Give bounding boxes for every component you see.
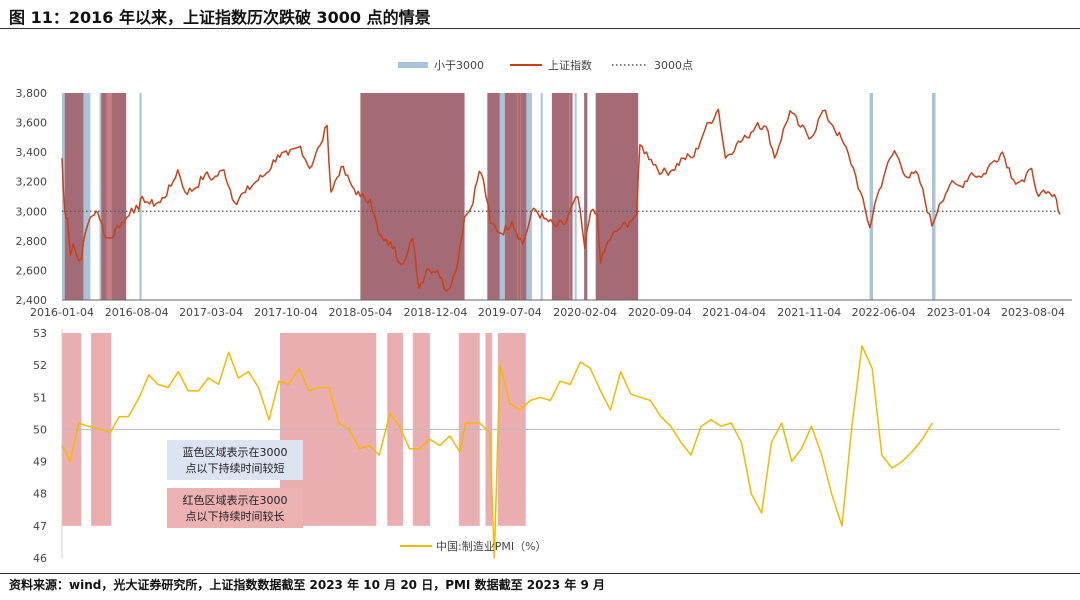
top-y-tick-7: 3,800: [16, 87, 48, 100]
bottom-y-tick-labels: 46 47 48 49 50 51 52 53: [33, 327, 47, 565]
legend-pmi-label: 中国:制造业PMI（%）: [436, 539, 547, 553]
top-y-tick-6: 3,600: [16, 117, 48, 130]
title-rule: [0, 28, 1080, 29]
top-y-tick-2: 2,800: [16, 235, 48, 248]
top-blue-band-8: [540, 93, 543, 300]
top-x-tick-11: 2022-06-04: [852, 306, 916, 319]
top-y-tick-1: 2,600: [16, 264, 48, 277]
note-blue-box: [167, 440, 303, 480]
top-red-band-1: [101, 93, 127, 300]
top-x-tick-10: 2021-11-04: [777, 306, 841, 319]
pmi-line: [61, 345, 933, 559]
note-red-line-2: 点以下持续时间较长: [186, 509, 285, 523]
bottom-y-tick-7: 53: [33, 327, 47, 340]
note-red: 红色区域表示在3000 点以下持续时间较长: [167, 488, 303, 528]
top-red-band-0: [64, 93, 84, 300]
top-blue-band-14: [869, 93, 874, 300]
top-x-tick-8: 2020-09-04: [628, 306, 692, 319]
top-y-tick-4: 3,200: [16, 176, 48, 189]
top-y-tick-labels: 2,400 2,600 2,800 3,000 3,200 3,400 3,600 3,800: [16, 87, 48, 307]
top-red-bands: [64, 93, 639, 300]
note-red-box: [167, 488, 303, 528]
top-x-tick-9: 2021-04-04: [702, 306, 766, 319]
top-x-tick-12: 2023-01-04: [927, 306, 991, 319]
bottom-y-tick-2: 48: [33, 488, 47, 501]
top-red-band-5: [551, 93, 573, 300]
top-x-tick-labels: 2016-01-04 2016-08-04 2017-03-04 2017-10-04…: [30, 306, 1065, 319]
bottom-legend: 中国:制造业PMI（%）: [400, 539, 547, 553]
top-blue-band-11: [574, 93, 577, 300]
legend-index-label: 上证指数: [548, 58, 592, 72]
top-x-tick-1: 2016-08-04: [105, 306, 169, 319]
top-red-band-4: [504, 93, 527, 300]
top-red-band-6: [584, 93, 588, 300]
top-x-tick-2: 2017-03-04: [179, 306, 243, 319]
bottom-y-tick-1: 47: [33, 520, 47, 533]
note-blue-line-1: 蓝色区域表示在3000: [183, 445, 288, 459]
bottom-y-tick-6: 52: [33, 359, 47, 372]
top-x-tick-3: 2017-10-04: [254, 306, 318, 319]
top-red-band-3: [487, 93, 500, 300]
top-blue-band-7: [521, 93, 532, 300]
note-red-line-1: 红色区域表示在3000: [183, 493, 288, 507]
top-x-tick-7: 2020-02-04: [553, 306, 617, 319]
top-x-tick-6: 2019-07-04: [478, 306, 542, 319]
top-y-tick-3: 3,000: [16, 205, 48, 218]
top-x-tick-4: 2018-05-04: [328, 306, 392, 319]
top-x-tick-0: 2016-01-04: [30, 306, 94, 319]
top-blue-band-3: [139, 93, 142, 300]
bottom-y-tick-3: 49: [33, 456, 47, 469]
bottom-y-tick-0: 46: [33, 552, 47, 565]
top-red-band-7: [595, 93, 639, 300]
shanghai-index-line: [61, 108, 1061, 292]
legend-band-label: 小于3000: [434, 59, 484, 72]
note-blue-line-2: 点以下持续时间较短: [186, 461, 285, 475]
top-red-band-2: [360, 93, 465, 300]
source-rule: [0, 573, 1080, 574]
top-y-tick-0: 2,400: [16, 294, 48, 307]
top-x-tick-13: 2023-08-04: [1001, 306, 1065, 319]
legend-band-swatch: [398, 62, 428, 68]
top-blue-band-15: [932, 93, 936, 300]
bottom-y-tick-4: 50: [33, 423, 47, 436]
source-note: 资料来源：wind，光大证券研究所，上证指数数据截至 2023 年 10 月 2…: [9, 578, 606, 592]
top-legend: 小于3000 上证指数 3000点: [398, 58, 693, 72]
figure-title: 图 11：2016 年以来，上证指数历次跌破 3000 点的情景: [9, 8, 431, 27]
bottom-y-tick-5: 51: [33, 391, 47, 404]
note-blue: 蓝色区域表示在3000 点以下持续时间较短: [167, 440, 303, 480]
top-y-tick-5: 3,400: [16, 146, 48, 159]
top-x-tick-5: 2018-12-04: [403, 306, 467, 319]
legend-3000-label: 3000点: [654, 59, 693, 72]
